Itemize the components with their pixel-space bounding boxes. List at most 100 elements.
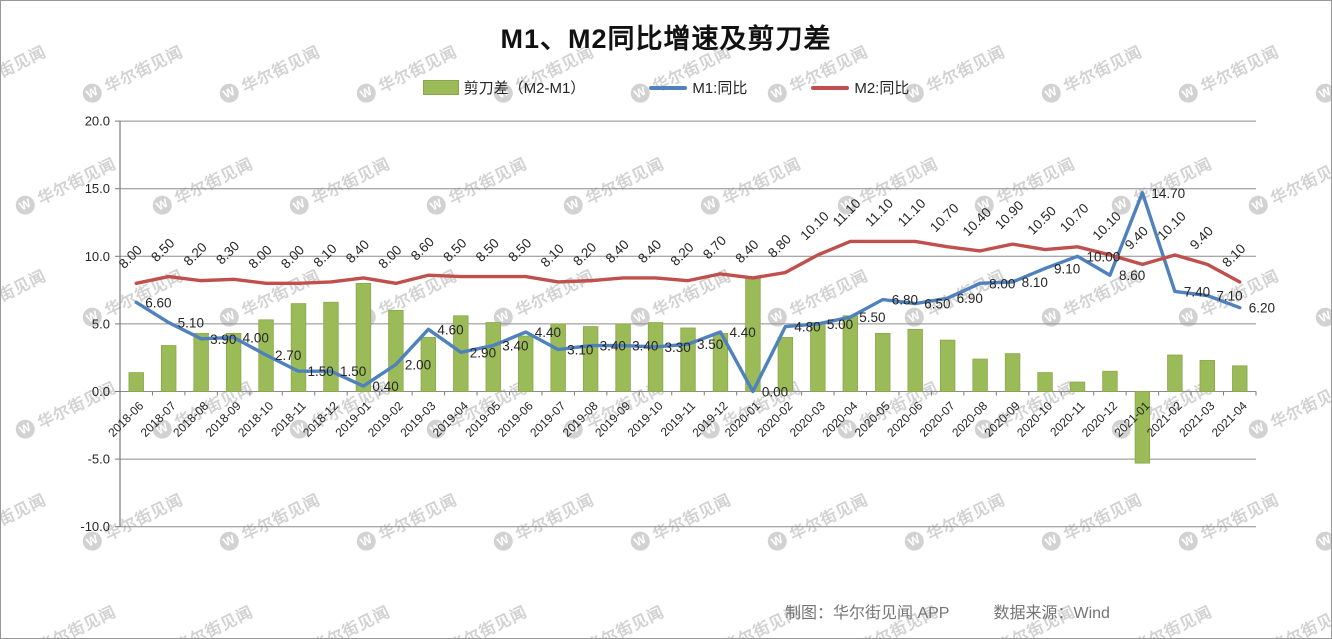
scissors-bar [647, 322, 664, 392]
scissors-bar [323, 301, 339, 392]
m2-data-label: 8.50 [505, 236, 534, 265]
legend-item-scissors: 剪刀差（M2-M1） [422, 77, 585, 98]
scissors-bar [550, 323, 566, 392]
m2-data-label: 10.10 [797, 209, 832, 244]
m2-data-label: 8.20 [668, 240, 697, 269]
m2-data-label: 11.10 [862, 196, 896, 230]
scissors-bar [1102, 370, 1118, 392]
m1-data-label: 4.60 [437, 322, 463, 337]
legend-label: M2:同比 [854, 80, 910, 97]
line-swatch-icon [649, 85, 688, 90]
scissors-bar [160, 345, 177, 392]
m1-data-label: 7.40 [1184, 284, 1210, 299]
m2-data-label: 8.40 [635, 237, 664, 266]
m1-line [134, 191, 1242, 394]
m1-data-label: 2.70 [275, 348, 301, 363]
scissors-bar [907, 328, 923, 392]
scissors-bar [1167, 354, 1183, 392]
scissors-bar [875, 332, 891, 392]
scissors-bar [1134, 391, 1151, 464]
m2-data-label: 10.70 [1057, 200, 1092, 235]
m2-data-label: 8.60 [408, 234, 437, 263]
m2-data-label: 8.20 [570, 240, 599, 269]
m2-line [134, 239, 1242, 286]
m1-data-label: 4.40 [535, 325, 561, 340]
m1-data-label: 3.90 [210, 332, 236, 347]
m1-data-label: 6.50 [924, 297, 950, 312]
m1-data-label: 0.40 [372, 379, 398, 394]
legend-item-m2: M2:同比 [811, 77, 909, 98]
m1-data-label: 8.00 [989, 276, 1015, 291]
m2-data-label: 8.20 [181, 240, 210, 269]
x-tick-label: 2018-10 [235, 398, 276, 439]
legend-label: M1:同比 [692, 80, 748, 97]
m1-data-label: 8.10 [1022, 275, 1048, 290]
m2-data-label: 8.00 [375, 242, 404, 271]
m2-data-label: 8.30 [213, 238, 242, 267]
m1-data-label: 3.40 [632, 339, 658, 354]
scissors-bar [225, 332, 242, 392]
m2-data-label: 8.00 [246, 242, 275, 271]
m1-data-label: 4.00 [243, 330, 269, 345]
m2-data-label: 8.40 [732, 237, 761, 266]
scissors-bar [1004, 353, 1021, 392]
m2-data-label: 10.50 [1025, 203, 1060, 238]
m1-data-label: 3.40 [600, 339, 626, 354]
m1-data-label: 7.10 [1216, 289, 1242, 304]
y-tick-label: -10.0 [80, 519, 110, 534]
m2-data-label: 10.10 [1154, 209, 1189, 244]
scissors-bar [1199, 360, 1216, 392]
scissors-bar [1037, 372, 1053, 392]
m2-data-label: 10.40 [960, 205, 995, 240]
scissors-bar [777, 337, 794, 392]
scissors-bar [1069, 381, 1086, 392]
m2-data-label: 9.40 [1122, 223, 1151, 252]
m1-data-label: 3.30 [665, 340, 691, 355]
m1-data-label: 10.00 [1086, 249, 1120, 264]
scissors-bar [615, 323, 631, 392]
m1-data-label: 0.00 [762, 385, 788, 400]
scissors-bar [388, 309, 404, 392]
scissors-bar [680, 327, 696, 392]
m1-data-label: 5.50 [859, 310, 885, 325]
m2-data-label: 8.50 [148, 236, 177, 265]
m2-data-label: 8.10 [538, 241, 567, 270]
footer: 制图：华尔街见闻 APP 数据来源：Wind [785, 599, 1110, 623]
m1-data-label: 9.10 [1054, 261, 1080, 276]
y-tick-label: -5.0 [88, 452, 110, 467]
m1-data-label: 2.90 [470, 345, 496, 360]
m2-data-label: 8.00 [278, 242, 307, 271]
scissors-bar [193, 332, 209, 392]
source-text: 数据来源：Wind [993, 605, 1110, 622]
scissors-bar [518, 335, 534, 392]
line-swatch-icon [811, 85, 850, 90]
legend: 剪刀差（M2-M1） M1:同比 M2:同比 [1, 77, 1331, 98]
m1-data-label: 3.40 [502, 339, 528, 354]
chart-title: M1、M2同比增速及剪刀差 [500, 24, 832, 54]
m1-data-label: 3.50 [697, 337, 723, 352]
m1-data-label: 4.40 [729, 325, 755, 340]
m2-data-label: 8.40 [603, 237, 632, 266]
m2-data-label: 8.50 [473, 236, 502, 265]
bar-swatch-icon [422, 80, 459, 95]
scissors-bar [972, 358, 988, 392]
m1-data-label: 6.80 [892, 293, 918, 308]
x-tick-label: 2020-10 [1014, 398, 1055, 439]
x-tick-label: 2021-04 [1209, 398, 1250, 439]
m2-data-label: 8.40 [343, 237, 372, 266]
scissors-bar [939, 339, 956, 392]
y-tick-label: 0.0 [92, 384, 110, 399]
y-tick-label: 15.0 [85, 181, 110, 196]
y-tick-label: 10.0 [85, 249, 110, 264]
m2-data-label: 8.70 [700, 233, 729, 262]
m1-data-label: 2.00 [405, 357, 431, 372]
m1-data-label: 8.60 [1119, 268, 1145, 283]
y-tick-label: 20.0 [85, 114, 110, 129]
m1-data-label: 1.50 [308, 364, 334, 379]
m2-data-label: 8.10 [1219, 241, 1248, 270]
m1-data-label: 6.90 [957, 291, 983, 306]
m1-data-label: 3.10 [567, 343, 593, 358]
m1-data-label: 6.20 [1249, 301, 1275, 316]
credit-text: 制图：华尔街见闻 APP [785, 605, 950, 622]
